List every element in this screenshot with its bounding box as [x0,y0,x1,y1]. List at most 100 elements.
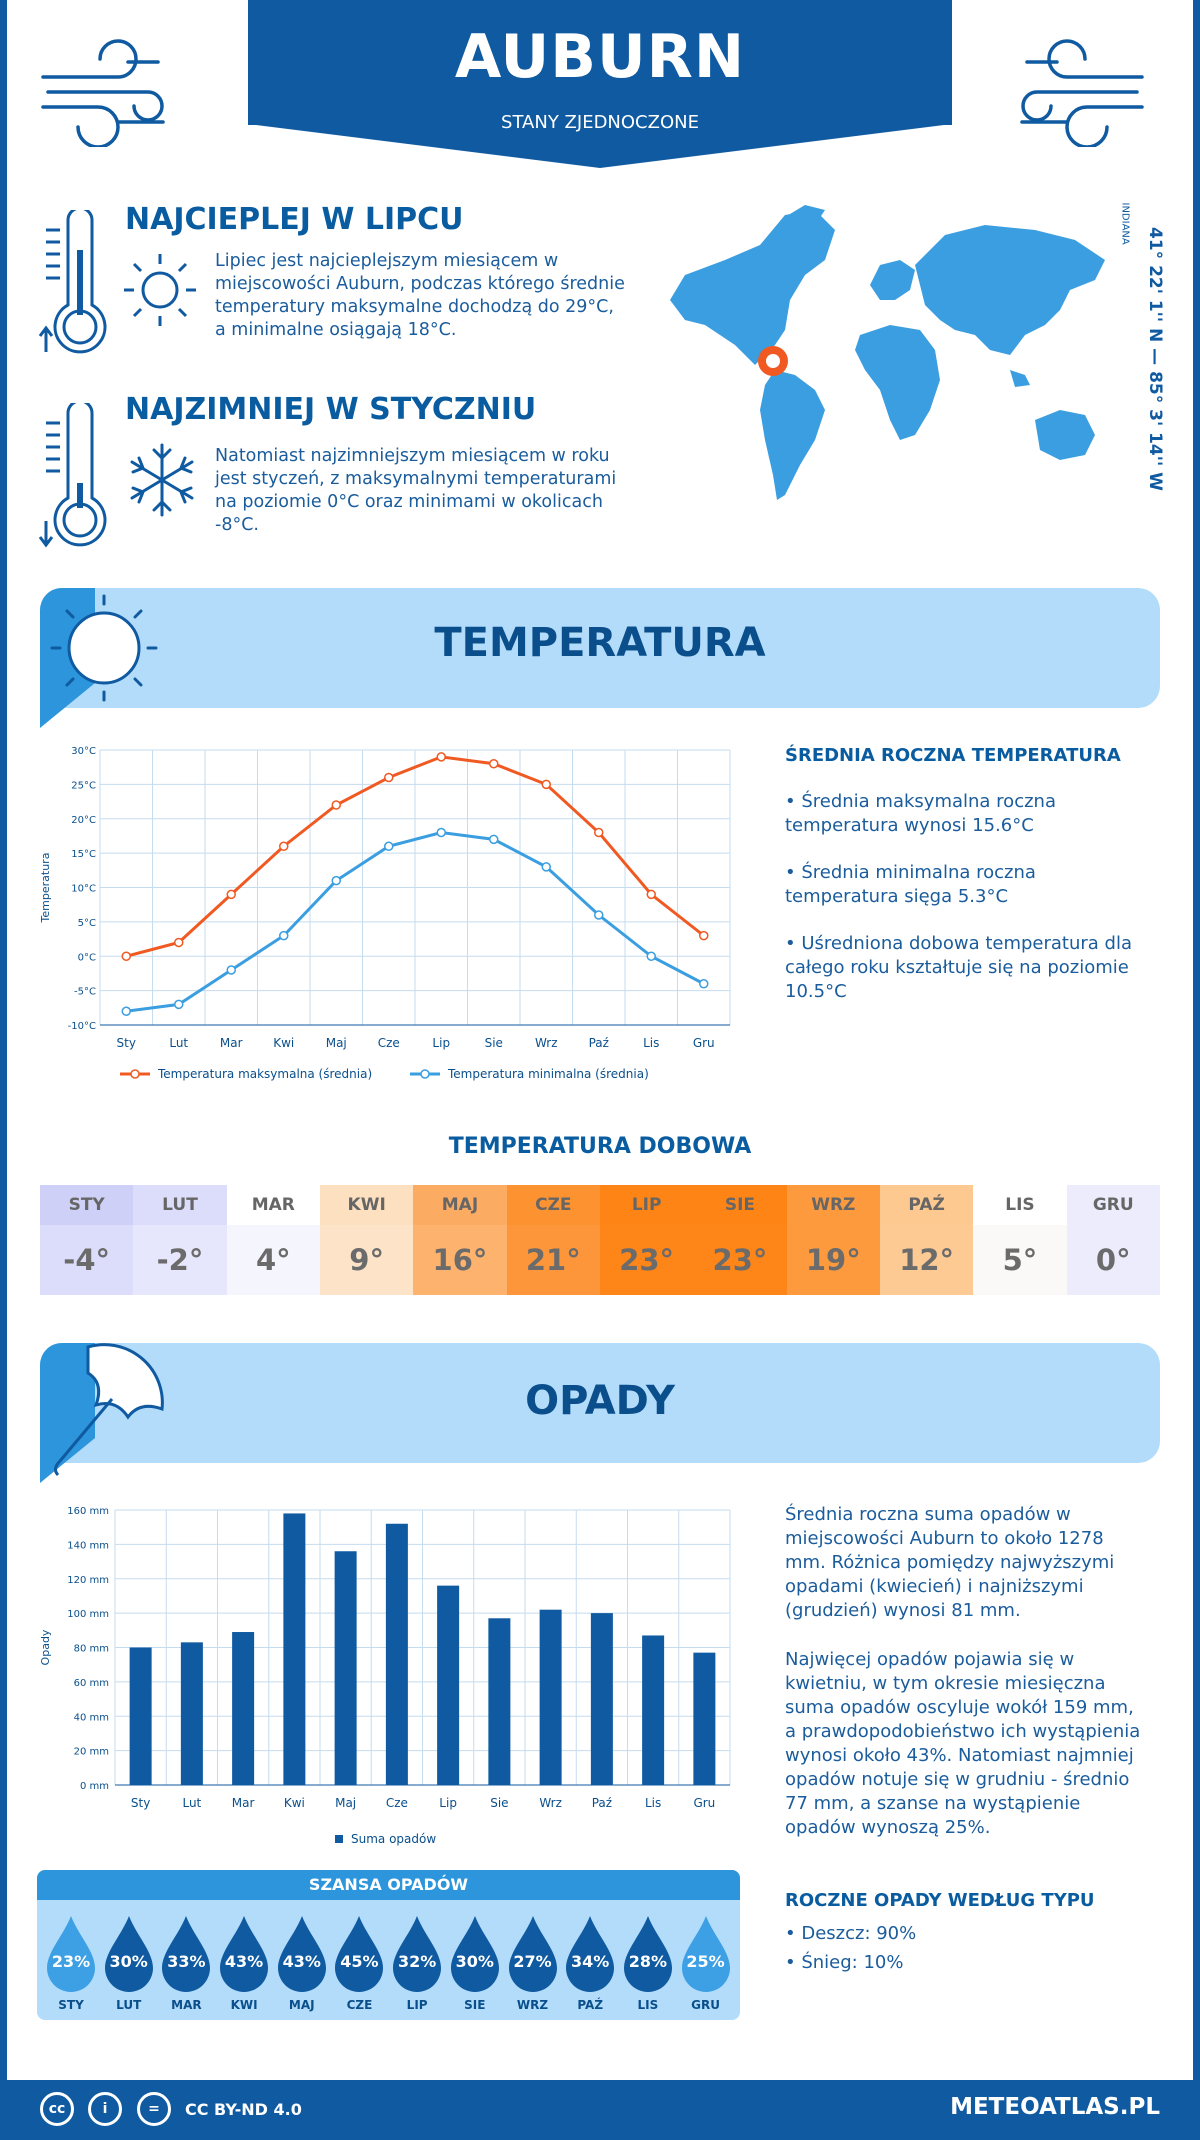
chance-value: 27% [513,1952,552,1971]
bar [488,1618,511,1785]
x-tick-label: Lut [182,1796,201,1810]
x-tick-label: Maj [335,1796,356,1810]
data-point [489,759,499,769]
noderivs-icon: = [137,2092,171,2126]
raindrop-icon [681,1916,730,1992]
data-point [541,862,551,872]
y-tick-label: 160 mm [67,1506,109,1517]
data-point [121,951,131,961]
wind-icon-left [41,39,165,147]
y-tick-label: 140 mm [67,1540,109,1551]
daily-value: 4° [226,1225,320,1295]
daily-value: 9° [319,1225,414,1295]
daily-value: -4° [40,1225,134,1295]
chance-value: 25% [686,1952,725,1971]
daily-temperature-title: TEMPERATURA DOBOWA [448,1134,752,1159]
data-point [331,800,341,810]
x-tick-label: Cze [386,1796,408,1810]
daily-month: STY [40,1185,134,1225]
temperature-bullet-2: • Średnia minimalna roczna temperatura s… [785,862,1036,907]
x-tick-label: Lip [432,1036,450,1050]
data-point [436,827,446,838]
chance-value: 45% [340,1952,379,1971]
x-tick-label: Sty [117,1036,136,1050]
y-tick-label: 0°C [78,952,96,963]
series-line [125,755,705,958]
x-tick-label: Wrz [539,1796,562,1810]
data-point [279,930,289,941]
region-name: INDIANA [1119,202,1131,245]
daily-value: 19° [786,1225,880,1295]
chance-value: 34% [571,1952,610,1971]
x-tick-label: Kwi [284,1796,305,1810]
bar [642,1635,665,1785]
umbrella-icon [40,1343,164,1483]
daily-value: 23° [693,1225,787,1295]
raindrop-icon [162,1916,211,1992]
y-tick-label: 20 mm [74,1747,109,1758]
daily-temperature-table: STY -4° LUT -2° MAR 4° KWI 9° MAJ 16° CZE 21° LIP 23°… [40,1185,1160,1295]
data-point [384,772,394,783]
chance-month: SIE [464,1998,486,2012]
daily-month: LUT [133,1185,227,1225]
thermometer-cold-icon [38,403,107,548]
x-tick-label: Maj [326,1036,347,1050]
chance-month: STY [58,1998,84,2012]
hottest-title: NAJCIEPLEJ W LIPCU [125,202,464,237]
x-tick-label: Sie [490,1796,508,1810]
raindrop-icon [393,1916,442,1992]
temperature-bullet-1: • Średnia maksymalna roczna temperatura … [785,791,1056,836]
x-tick-label: Gru [693,1036,715,1050]
coldest-title: NAJZIMNIEJ W STYCZNIU [125,392,537,427]
chance-month: GRU [691,1998,720,2012]
data-point [594,827,604,838]
y-tick-label: -5°C [74,987,96,998]
daily-cell: WRZ 19° [786,1185,880,1295]
precip-chance-drops: 23% STY 30% LUT 33% MAR 43% KWI 43% MAJ 45% CZE 32% L… [37,1900,740,2016]
bar [385,1523,408,1785]
snowflake-icon [130,443,194,517]
bar [539,1609,562,1785]
raindrop-icon [508,1916,557,1992]
y-tick-label: 5°C [78,918,96,929]
x-tick-label: Paź [589,1036,609,1050]
chance-drop: 43% MAJ [273,1906,331,2016]
data-point [226,889,236,900]
chance-drop: 25% GRU [677,1906,735,2016]
y-tick-label: 40 mm [74,1712,109,1723]
x-tick-label: Mar [232,1796,255,1810]
chance-drop: 28% LIS [619,1906,677,2016]
chance-month: KWI [230,1998,258,2012]
y-tick-label: 15°C [71,849,96,860]
legend-label: Temperatura maksymalna (średnia) [157,1067,372,1081]
chance-month: PAŹ [577,1998,604,2012]
chance-month: LIP [406,1998,428,2012]
data-point [279,841,289,851]
daily-value: 23° [599,1225,694,1295]
chance-value: 32% [397,1952,437,1971]
data-point [646,889,656,900]
daily-month: MAJ [413,1185,507,1225]
data-point [174,999,184,1010]
chance-value: 43% [282,1952,321,1971]
x-tick-label: Sty [131,1796,150,1810]
daily-cell: MAR 4° [226,1185,320,1295]
chance-value: 30% [109,1952,148,1971]
raindrop-icon [47,1916,95,1992]
precip-type-rain: • Deszcz: 90% [785,1923,917,1944]
precip-chart: 0 mm 20 mm 40 mm 60 mm 80 mm 100 mm 120 mm 140 … [39,1506,731,1846]
precip-banner [40,1343,1160,1463]
daily-month: MAR [226,1185,320,1225]
y-tick-label: -10°C [68,1021,96,1032]
chance-drop: 30% SIE [446,1906,504,2016]
y-axis-label: Temperatura [39,853,52,924]
x-tick-label: Cze [378,1036,400,1050]
license-text: CC BY-ND 4.0 [185,2100,302,2119]
site-link[interactable]: METEOATLAS.PL [950,2094,1160,2120]
y-tick-label: 0 mm [80,1781,109,1792]
precip-type-title: ROCZNE OPADY WEDŁUG TYPU [785,1890,1095,1911]
precip-type-snow: • Śnieg: 10% [785,1952,904,1973]
city-name: AUBURN [454,22,746,92]
coordinates-text: 41° 22' 1'' N — 85° 3' 14'' W [1145,227,1165,491]
chance-drop: 34% PAŹ [561,1906,619,2016]
